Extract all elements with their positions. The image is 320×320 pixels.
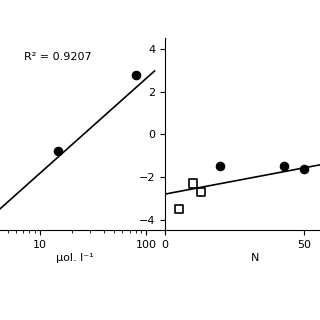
Point [198,189,204,195]
Point [176,206,181,212]
Point [133,72,138,77]
Point [218,164,223,169]
Point [190,181,195,186]
Point [282,164,287,169]
Point [56,148,61,153]
X-axis label: µol. l⁻¹: µol. l⁻¹ [56,253,93,263]
X-axis label: N: N [251,253,260,263]
Text: R² = 0.9207: R² = 0.9207 [24,52,92,62]
Point [301,166,307,171]
